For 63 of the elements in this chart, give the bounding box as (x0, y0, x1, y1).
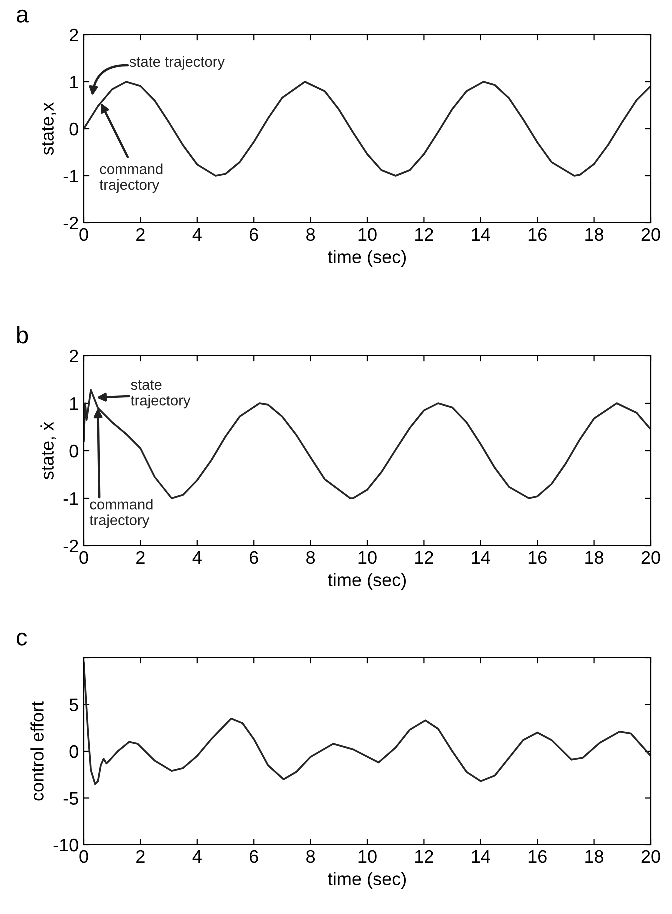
y-tick-label: 0 (70, 444, 78, 458)
x-tick-label: 8 (306, 551, 316, 564)
x-tick-label: 14 (472, 552, 490, 564)
x-tick-label: 2 (136, 228, 145, 241)
y-tick-label: 2 (70, 350, 78, 363)
y-tick-label: -1 (64, 170, 78, 183)
x-tick-label: 10 (358, 850, 377, 864)
y-tick-label: 5 (70, 698, 78, 712)
y-tick-label: -2 (64, 540, 78, 553)
x-tick-label: 10 (358, 551, 377, 564)
x-tick-label: 0 (80, 850, 88, 864)
x-tick-label: 4 (192, 228, 202, 241)
y-tick-label: -10 (54, 838, 78, 852)
x-axis-title: time (sec) (328, 872, 406, 890)
annotation: state trajectory (131, 380, 191, 409)
y-tick-label: 2 (70, 28, 78, 42)
x-axis-title: time (sec) (328, 573, 406, 590)
x-tick-label: 4 (192, 552, 202, 564)
x-tick-label: 12 (416, 551, 434, 564)
x-tick-label: 14 (472, 228, 490, 241)
x-tick-label: 16 (528, 850, 547, 864)
chart-title: b (17, 326, 28, 344)
x-tick-label: 16 (528, 551, 547, 564)
y-tick-label: 0 (70, 745, 78, 758)
y-tick-label: -2 (64, 216, 78, 230)
x-tick-label: 12 (416, 228, 434, 241)
x-tick-label: 20 (642, 850, 660, 864)
x-tick-label: 2 (136, 850, 145, 863)
x-tick-label: 20 (642, 551, 660, 564)
x-axis-title: time (sec) (328, 250, 406, 268)
y-tick-label: 0 (70, 122, 78, 136)
x-tick-label: 0 (80, 228, 88, 242)
y-tick-label: -5 (64, 792, 78, 805)
x-tick-label: 18 (586, 850, 604, 864)
y-tick-label: 1 (70, 398, 78, 410)
x-tick-label: 8 (306, 228, 316, 242)
x-tick-label: 18 (586, 551, 604, 564)
annotation: state trajectory (130, 56, 225, 70)
x-tick-label: 6 (250, 551, 258, 564)
x-tick-label: 8 (306, 850, 316, 864)
chart-title: c (16, 632, 28, 646)
line-series (84, 662, 651, 786)
y-tick-label: -1 (64, 492, 78, 506)
x-tick-label: 20 (642, 228, 660, 242)
x-tick-label: 16 (528, 228, 547, 242)
y-axis-title: state,x (42, 102, 56, 156)
annotation: command trajectory (90, 499, 153, 528)
y-axis-title: state, ẋ (40, 422, 56, 480)
x-tick-label: 2 (136, 551, 145, 564)
x-tick-label: 18 (586, 228, 604, 242)
x-tick-label: 0 (80, 551, 88, 564)
annotation: command trajectory (100, 164, 163, 193)
x-tick-label: 6 (250, 850, 258, 864)
chart-title: a (16, 10, 30, 23)
x-tick-label: 6 (250, 228, 258, 242)
line-series (84, 389, 651, 500)
x-tick-label: 14 (472, 850, 490, 863)
x-tick-label: 10 (358, 228, 377, 242)
x-tick-label: 4 (192, 850, 202, 863)
x-tick-label: 12 (416, 850, 434, 863)
y-tick-label: 1 (70, 76, 78, 89)
line-series (84, 81, 651, 177)
y-axis-title: control effort (30, 702, 44, 801)
